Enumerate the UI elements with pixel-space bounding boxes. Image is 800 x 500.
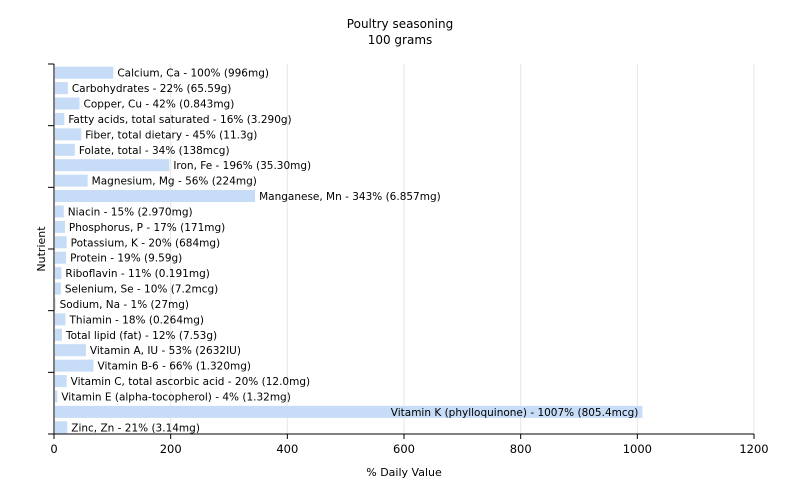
bar-label: Thiamin - 18% (0.264mg): [69, 314, 205, 326]
bar: [55, 282, 61, 295]
grid-lines: [54, 64, 755, 434]
bar-label: Vitamin A, IU - 53% (2632IU): [90, 345, 241, 357]
bar: [55, 190, 256, 203]
bar: [55, 82, 68, 95]
bar: [55, 66, 114, 79]
x-tick-label: 600: [393, 442, 415, 456]
bar-label: Magnesium, Mg - 56% (224mg): [92, 176, 257, 188]
bar-label: Copper, Cu - 42% (0.843mg): [84, 99, 235, 111]
bar: [55, 128, 82, 141]
bar: [55, 375, 67, 388]
bar-label: Niacin - 15% (2.970mg): [68, 206, 193, 218]
bar-label: Selenium, Se - 10% (7.2mcg): [65, 284, 218, 296]
bar-label: Calcium, Ca - 100% (996mg): [117, 68, 269, 80]
chart-title-block: Poultry seasoning 100 grams: [0, 16, 800, 48]
bar-label: Phosphorus, P - 17% (171mg): [69, 222, 225, 234]
bar: [55, 174, 88, 187]
chart-subtitle: 100 grams: [367, 33, 433, 47]
bar: [55, 143, 75, 156]
bar: [55, 97, 80, 110]
bar-label: Vitamin E (alpha-tocopherol) - 4% (1.32m…: [61, 391, 291, 403]
x-tick-label: 200: [160, 442, 182, 456]
bar-label: Iron, Fe - 196% (35.30mg): [173, 160, 311, 172]
x-tick-label: 1200: [739, 442, 768, 456]
bar: [55, 421, 68, 434]
bar-label: Vitamin K (phylloquinone) - 1007% (805.4…: [391, 407, 639, 419]
x-tick-label: 400: [276, 442, 298, 456]
x-tick-label: 0: [50, 442, 57, 456]
bar-label: Total lipid (fat) - 12% (7.53g): [65, 330, 217, 342]
bar-label: Carbohydrates - 22% (65.59g): [72, 83, 232, 95]
bar-label: Vitamin B-6 - 66% (1.320mg): [98, 361, 252, 373]
bar-label: Sodium, Na - 1% (27mg): [60, 299, 189, 311]
axes: 0 200 400 600 800 1000 1200: [48, 63, 769, 456]
bar: [55, 220, 65, 233]
bar-label: Vitamin C, total ascorbic acid - 20% (12…: [71, 376, 310, 388]
bar: [55, 328, 62, 341]
bar-label: Zinc, Zn - 21% (3.14mg): [71, 422, 200, 434]
bar: [55, 313, 66, 326]
bar-label: Folate, total - 34% (138mcg): [79, 145, 230, 157]
bar: [55, 112, 65, 125]
bar: [55, 267, 62, 280]
chart-title: Poultry seasoning: [346, 17, 454, 31]
bar: [55, 205, 64, 218]
bar: [55, 159, 170, 172]
bar: [55, 251, 67, 264]
bar: [55, 359, 94, 372]
bar-label: Manganese, Mn - 343% (6.857mg): [259, 191, 441, 203]
bar: [55, 236, 67, 249]
bar: [55, 390, 58, 403]
bar: [55, 344, 86, 357]
bar-label: Potassium, K - 20% (684mg): [71, 237, 221, 249]
bar-label: Protein - 19% (9.59g): [70, 253, 182, 265]
x-tick-label: 800: [510, 442, 532, 456]
bar: [55, 405, 643, 418]
x-tick-label: 1000: [623, 442, 652, 456]
y-axis-title: Nutrient: [35, 226, 48, 272]
bar-label: Fatty acids, total saturated - 16% (3.29…: [68, 114, 291, 126]
bar: [55, 297, 56, 310]
bar-label: Fiber, total dietary - 45% (11.3g): [85, 129, 257, 141]
bar-label: Riboflavin - 11% (0.191mg): [65, 268, 209, 280]
x-axis-title: % Daily Value: [366, 466, 442, 479]
bars: Calcium, Ca - 100% (996mg) Carbohydrates …: [55, 66, 643, 434]
